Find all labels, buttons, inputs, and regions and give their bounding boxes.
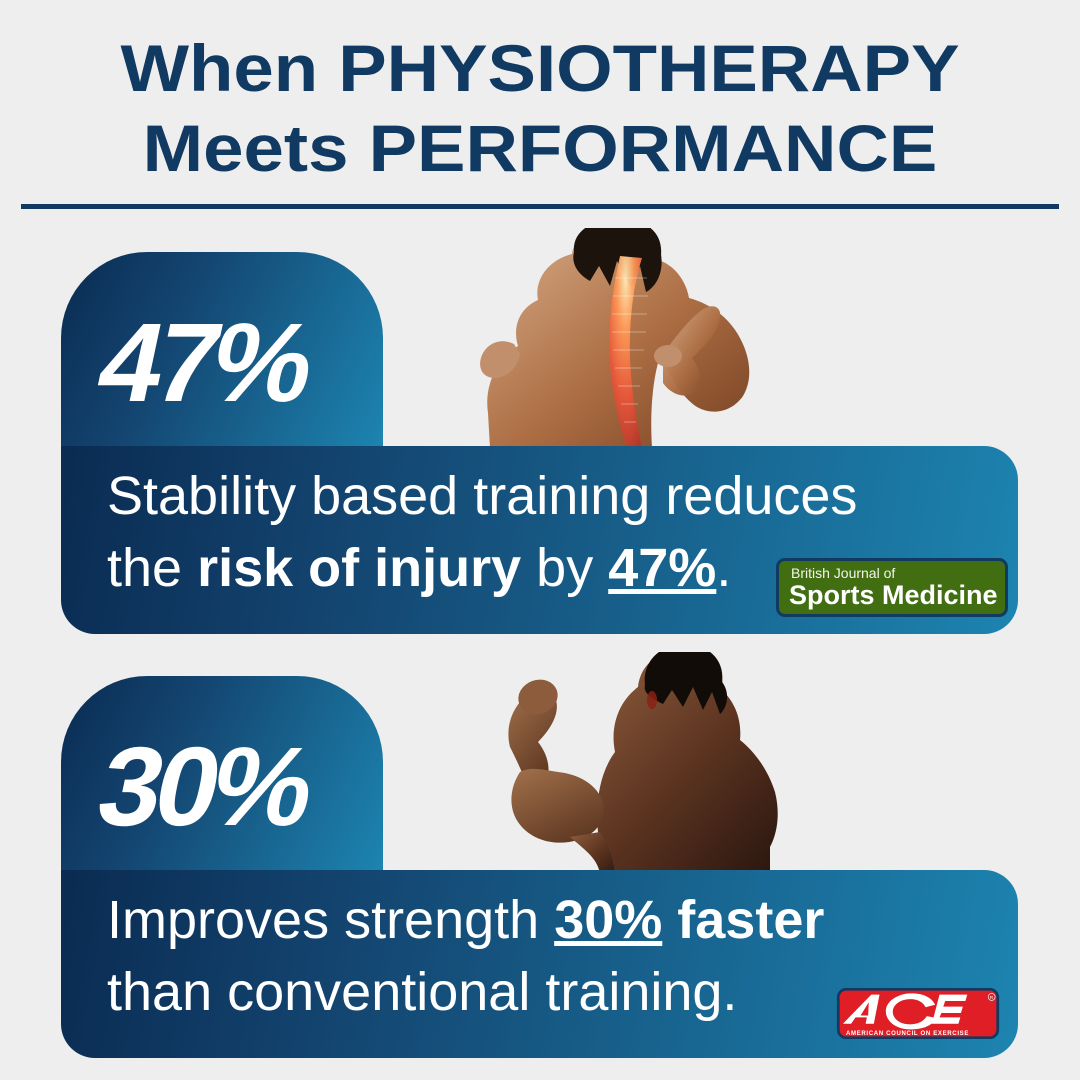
- svg-text:AMERICAN COUNCIL ON EXERCISE: AMERICAN COUNCIL ON EXERCISE: [846, 1031, 969, 1037]
